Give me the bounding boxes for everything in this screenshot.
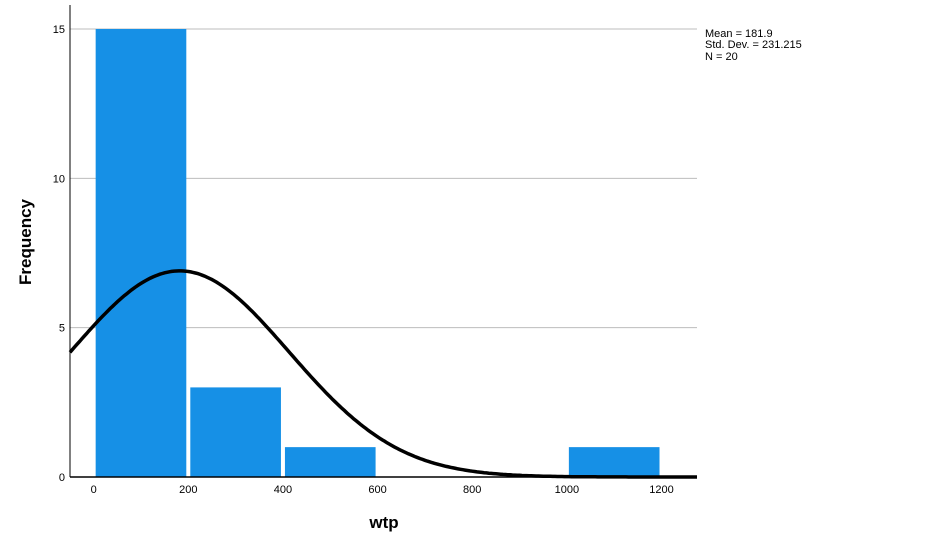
x-tick-label: 0 [91,484,97,496]
histogram-bar-0 [95,29,187,477]
y-tick-label: 10 [53,173,65,185]
y-tick-label: 15 [53,24,65,36]
stat-n: N = 20 [705,51,738,63]
y-tick-labels: 0 5 10 15 [53,24,65,484]
x-tick-labels: 0 200 400 600 800 1000 1200 [91,484,674,496]
x-axis-title: wtp [368,513,398,532]
y-axis-title: Frequency [16,198,35,285]
histogram-bar-1 [190,387,281,477]
y-tick-label: 0 [59,472,65,484]
stat-mean: Mean = 181.9 [705,28,773,40]
x-tick-label: 800 [463,484,481,496]
x-tick-label: 600 [368,484,386,496]
x-tick-label: 200 [179,484,197,496]
bars [95,29,660,477]
histogram-bar-2 [284,447,376,477]
stats-box: Mean = 181.9 Std. Dev. = 231.215 N = 20 [705,28,802,63]
x-tick-label: 1200 [649,484,673,496]
histogram-bar-5 [568,447,660,477]
y-tick-label: 5 [59,323,65,335]
stat-std-dev: Std. Dev. = 231.215 [705,39,802,51]
x-tick-label: 1000 [555,484,579,496]
x-tick-label: 400 [274,484,292,496]
